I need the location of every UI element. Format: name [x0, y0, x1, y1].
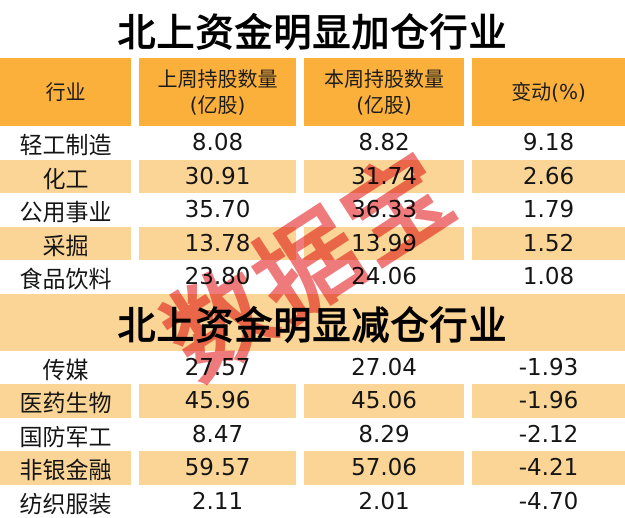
value-cell: 27.04 — [304, 350, 464, 385]
value-cell: 1.08 — [472, 260, 625, 294]
value-cell: 8.08 — [139, 126, 296, 160]
col-header-change-label: 变动(%) — [511, 80, 586, 104]
value-cell: 2.11 — [139, 484, 296, 518]
col-header-change: 变动(%) — [472, 58, 625, 126]
table-row: 传媒 27.57 27.04 -1.93 — [0, 350, 625, 385]
reduce-section-title: 北上资金明显减仓行业 — [0, 293, 625, 351]
value-cell: 23.80 — [139, 260, 296, 294]
industry-cell: 传媒 — [0, 350, 131, 385]
value-cell: 59.57 — [139, 451, 296, 485]
value-cell: 1.79 — [472, 193, 625, 227]
col-header-industry: 行业 — [0, 58, 131, 126]
industry-cell: 食品饮料 — [0, 260, 131, 294]
industry-cell: 采掘 — [0, 226, 131, 261]
value-cell: 27.57 — [139, 350, 296, 385]
industry-cell: 医药生物 — [0, 384, 131, 418]
value-cell: 2.01 — [304, 484, 464, 518]
value-cell: 24.06 — [304, 260, 464, 294]
table-row: 轻工制造 8.08 8.82 9.18 — [0, 126, 625, 160]
col-header-lastweek-label: 上周持股数量 — [157, 67, 278, 91]
industry-cell: 公用事业 — [0, 193, 131, 227]
value-cell: 8.29 — [304, 417, 464, 452]
industry-cell: 纺织服装 — [0, 484, 131, 518]
table-header-row: 行业 上周持股数量 (亿股) 本周持股数量 (亿股) 变动(%) — [0, 58, 625, 126]
table-row: 纺织服装 2.11 2.01 -4.70 — [0, 484, 625, 518]
value-cell: -2.12 — [472, 417, 625, 452]
industry-cell: 化工 — [0, 159, 131, 194]
col-header-lastweek: 上周持股数量 (亿股) — [139, 58, 296, 126]
value-cell: 45.06 — [304, 384, 464, 418]
table-row: 非银金融 59.57 57.06 -4.21 — [0, 451, 625, 485]
value-cell: 9.18 — [472, 126, 625, 160]
value-cell: 2.66 — [472, 159, 625, 194]
table-row: 化工 30.91 31.74 2.66 — [0, 159, 625, 194]
col-header-thisweek-label: 本周持股数量 — [324, 67, 444, 91]
table-row: 食品饮料 23.80 24.06 1.08 — [0, 260, 625, 294]
value-cell: 57.06 — [304, 451, 464, 485]
value-cell: 45.96 — [139, 384, 296, 418]
col-header-industry-label: 行业 — [45, 80, 86, 104]
value-cell: 31.74 — [304, 159, 464, 194]
col-header-thisweek: 本周持股数量 (亿股) — [304, 58, 464, 126]
table-row: 医药生物 45.96 45.06 -1.96 — [0, 384, 625, 418]
value-cell: -1.93 — [472, 350, 625, 385]
industry-cell: 非银金融 — [0, 451, 131, 485]
table-row: 采掘 13.78 13.99 1.52 — [0, 226, 625, 261]
value-cell: 13.99 — [304, 226, 464, 261]
value-cell: -4.21 — [472, 451, 625, 485]
value-cell: 8.47 — [139, 417, 296, 452]
value-cell: 13.78 — [139, 226, 296, 261]
gain-section-title: 北上资金明显加仓行业 — [117, 10, 508, 55]
value-cell: -4.70 — [472, 484, 625, 518]
gain-table-body: 轻工制造 8.08 8.82 9.18 化工 30.91 31.74 2.66 公用事业 35.7… — [0, 126, 625, 294]
col-header-thisweek-unit: (亿股) — [356, 93, 412, 117]
value-cell: 36.33 — [304, 193, 464, 227]
industry-cell: 国防军工 — [0, 417, 131, 452]
value-cell: -1.96 — [472, 384, 625, 418]
col-header-lastweek-unit: (亿股) — [189, 93, 246, 117]
value-cell: 30.91 — [139, 159, 296, 194]
value-cell: 35.70 — [139, 193, 296, 227]
value-cell: 1.52 — [472, 226, 625, 261]
industry-cell: 轻工制造 — [0, 126, 131, 160]
table-row: 国防军工 8.47 8.29 -2.12 — [0, 417, 625, 452]
table-row: 公用事业 35.70 36.33 1.79 — [0, 193, 625, 227]
value-cell: 8.82 — [304, 126, 464, 160]
reduce-table-body: 传媒 27.57 27.04 -1.93 医药生物 45.96 45.06 -1.96 国防军工… — [0, 350, 625, 518]
